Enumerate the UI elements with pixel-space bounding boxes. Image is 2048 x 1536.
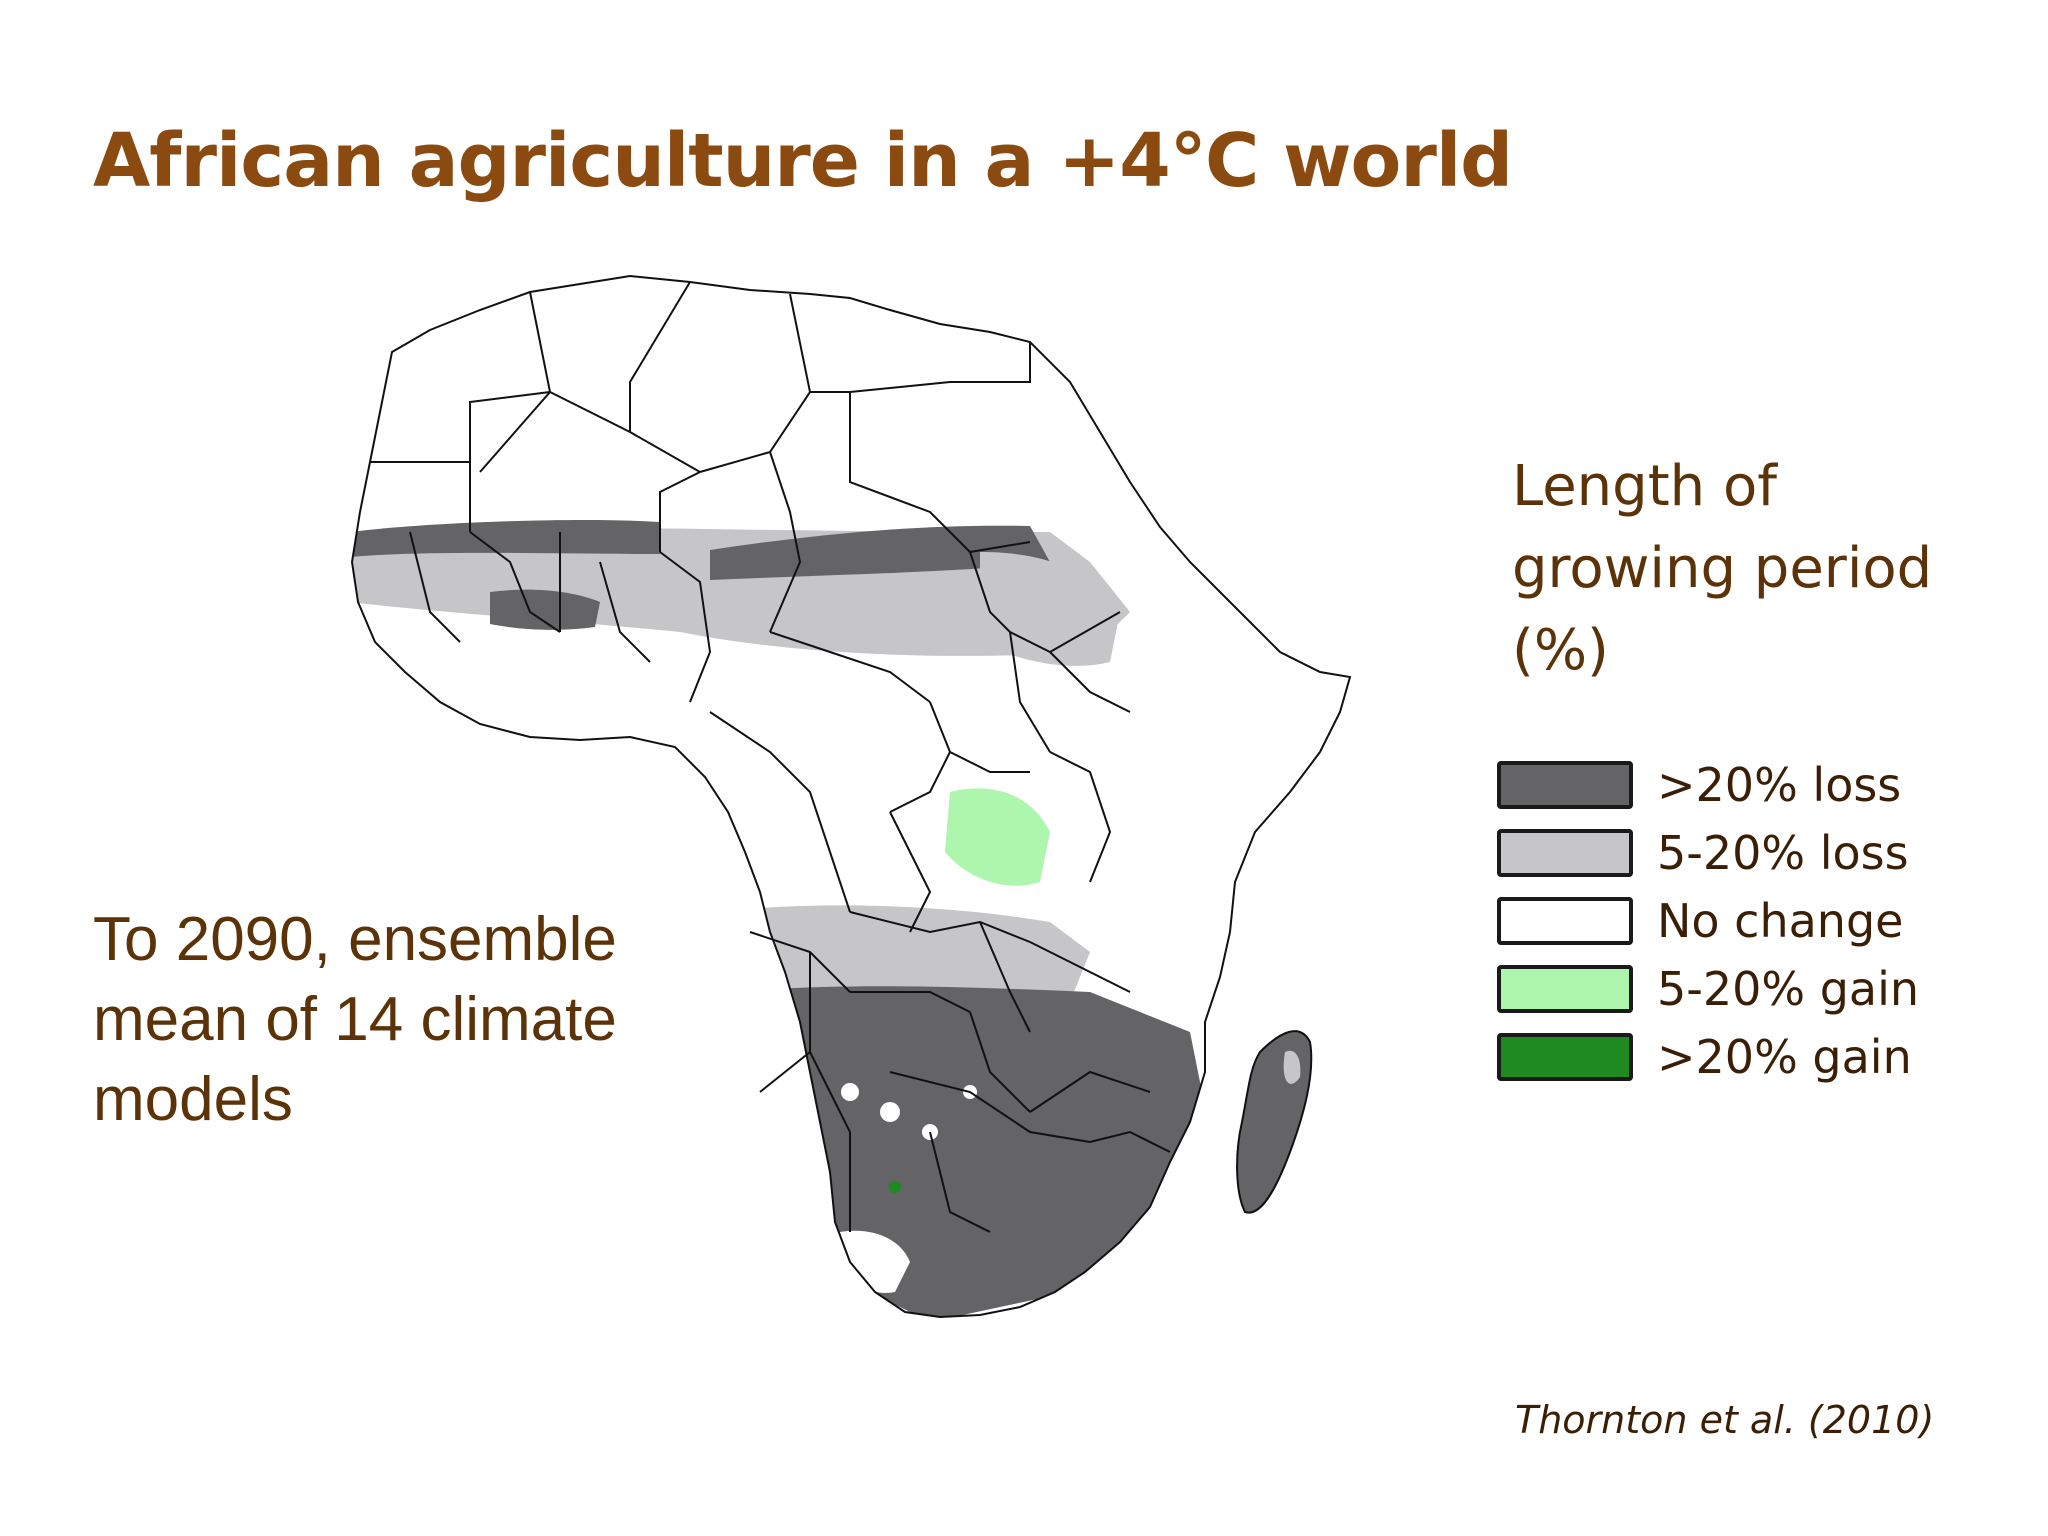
zone-gain-high-spot bbox=[889, 1181, 901, 1193]
madagascar bbox=[1236, 1030, 1313, 1214]
zone-loss-high-nigeria bbox=[490, 589, 600, 630]
legend-label: >20% gain bbox=[1657, 1030, 1912, 1084]
legend-item-gain-high: >20% gain bbox=[1497, 1023, 1919, 1091]
legend-swatch bbox=[1497, 829, 1633, 877]
legend-swatch bbox=[1497, 761, 1633, 809]
source-citation: Thornton et al. (2010) bbox=[1515, 1398, 1935, 1442]
country-borders bbox=[351, 275, 1351, 1318]
zone-loss-mid-south-central bbox=[710, 905, 1090, 1002]
zone-loss-mid-namibia bbox=[745, 1052, 800, 1182]
legend-label: >20% loss bbox=[1657, 758, 1902, 812]
legend-item-loss-high: >20% loss bbox=[1497, 751, 1919, 819]
legend-title: Length of growing period (%) bbox=[1512, 454, 1933, 683]
legend: >20% loss 5-20% loss No change 5-20% gai… bbox=[1497, 751, 1919, 1091]
legend-item-no-change: No change bbox=[1497, 887, 1919, 955]
legend-label: No change bbox=[1657, 894, 1904, 948]
zone-gain-kenya bbox=[945, 788, 1050, 886]
legend-label: 5-20% loss bbox=[1657, 826, 1909, 880]
legend-label: 5-20% gain bbox=[1657, 962, 1920, 1016]
africa-map bbox=[330, 232, 1460, 1362]
legend-item-gain-mid: 5-20% gain bbox=[1497, 955, 1919, 1023]
legend-item-loss-mid: 5-20% loss bbox=[1497, 819, 1919, 887]
legend-swatch bbox=[1497, 897, 1633, 945]
map-caption: To 2090, ensemble mean of 14 climate mod… bbox=[93, 905, 617, 1134]
legend-swatch bbox=[1497, 1033, 1633, 1081]
slide-title: African agriculture in a +4℃ world bbox=[93, 118, 1513, 204]
legend-swatch bbox=[1497, 965, 1633, 1013]
zone-loss-high-sahel bbox=[352, 520, 660, 557]
zone-loss-mid-ethiopia bbox=[980, 552, 1120, 666]
